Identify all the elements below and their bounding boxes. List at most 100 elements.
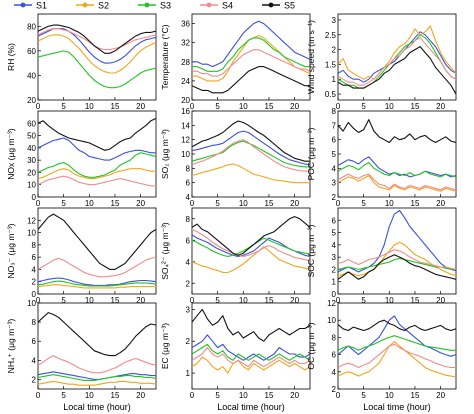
x-tick-label: 5 [215,199,220,208]
y-tick-label: 40 [27,144,36,153]
series-line-s5 [338,46,456,95]
series-line-s4 [192,139,310,172]
series-line-s1 [38,277,156,286]
series-group [338,315,456,378]
series-line-s5 [192,308,310,342]
x-tick-label: 20 [290,199,299,208]
x-tick-label: 20 [290,391,299,400]
x-tick-label: 10 [385,199,394,208]
plot-frame [191,302,311,390]
x-tick-label: 15 [111,102,120,111]
series-line-s2 [38,34,156,74]
series-group [38,24,156,89]
x-tick-label: 5 [361,296,366,305]
y-tick-label: 5 [332,150,337,159]
series-line-s3 [38,374,156,381]
y-tick-label: 32 [181,39,190,48]
y-tick-label: 50 [27,132,36,141]
y-axis-label: NH₄⁺ (μg m⁻³) [6,319,16,374]
y-tick-label: 6 [186,236,191,245]
x-tick-label: 10 [85,296,94,305]
x-tick-label: 10 [85,391,94,400]
y-tick-label: 30 [27,156,36,165]
plot-frame [337,13,457,101]
x-tick-label: 0 [36,391,41,400]
series-line-s5 [338,119,456,144]
x-tick-label: 20 [290,102,299,111]
series-line-s2 [192,34,310,82]
x-tick-label: 15 [265,296,274,305]
y-tick-label: 6 [32,253,37,262]
y-tick-label: 4 [186,193,191,202]
series-line-s3 [38,280,156,287]
series-line-s4 [192,347,310,368]
series-line-s1 [38,28,156,64]
y-tick-label: 2 [32,375,37,384]
x-tick-label: 5 [61,199,66,208]
x-tick-label: 20 [436,296,445,305]
series-line-s4 [338,173,456,191]
legend: S1 S2 S3 S4 S5 [14,1,295,11]
x-tick-label: 0 [336,391,341,400]
series-group [338,209,456,280]
y-tick-label: 1 [332,75,337,84]
x-tick-label: 5 [361,391,366,400]
series-line-s3 [338,34,456,89]
x-axis-label: Local time (hour) [217,402,285,412]
series-line-s3 [38,50,156,89]
y-tick-label: 4 [32,356,37,365]
y-tick-label: 2 [186,337,191,346]
y-tick-label: 2 [186,279,191,288]
series-line-s5 [38,24,156,54]
series-line-s1 [38,137,156,161]
series-line-s2 [338,341,456,378]
x-axis-label: Local time (hour) [363,402,431,412]
series-line-s4 [38,175,156,187]
y-axis-label: Temperature (°C) [160,24,170,89]
x-tick-label: 5 [215,296,220,305]
y-tick-label: 3 [186,305,191,314]
x-tick-label: 10 [385,391,394,400]
x-tick-label: 0 [336,102,341,111]
x-tick-label: 10 [239,296,248,305]
x-tick-label: 10 [239,102,248,111]
y-tick-label: 2 [332,46,337,55]
y-axis-label: SO₄²⁻ (μg m⁻³) [160,222,170,280]
series-line-s4 [38,28,156,51]
legend-marker-s1 [20,2,26,8]
panel-ec: 1 2 3 0 5 10 15 20 EC (μg m⁻³) [160,302,311,400]
series-group [192,20,310,94]
series-line-s1 [338,209,456,273]
x-axis-label: Local time (hour) [63,402,131,412]
panel-poc: 2 3 4 5 6 7 8 0 5 10 15 20 POC (μg m⁻³) [306,107,457,208]
y-axis-label: EC (μg m⁻³) [160,323,170,369]
plot-frame [191,207,311,295]
plot-frame [337,302,457,390]
y-tick-label: 6 [332,351,337,360]
y-tick-label: 4 [32,265,37,274]
series-line-s4 [338,343,456,369]
y-tick-label: 4 [332,368,337,377]
series-line-s5 [338,254,456,280]
y-tick-label: 8 [332,333,337,342]
y-tick-label: 12 [327,299,336,308]
series-line-s2 [192,246,310,274]
y-tick-label: 10 [27,229,36,238]
y-axis-label: NO₃⁻ (μg m⁻³) [6,223,16,278]
x-tick-label: 10 [85,199,94,208]
x-tick-label: 5 [215,102,220,111]
y-tick-label: 2 [332,385,337,394]
series-line-s1 [192,334,310,361]
series-line-s5 [338,319,456,332]
series-group [338,25,456,95]
y-tick-label: 12 [181,136,190,145]
series-line-s4 [38,256,156,278]
x-tick-label: 10 [385,296,394,305]
plot-frame [37,110,157,198]
x-tick-label: 5 [61,296,66,305]
y-tick-label: 60 [27,119,36,128]
plot-frame [37,207,157,295]
x-tick-label: 15 [411,102,420,111]
